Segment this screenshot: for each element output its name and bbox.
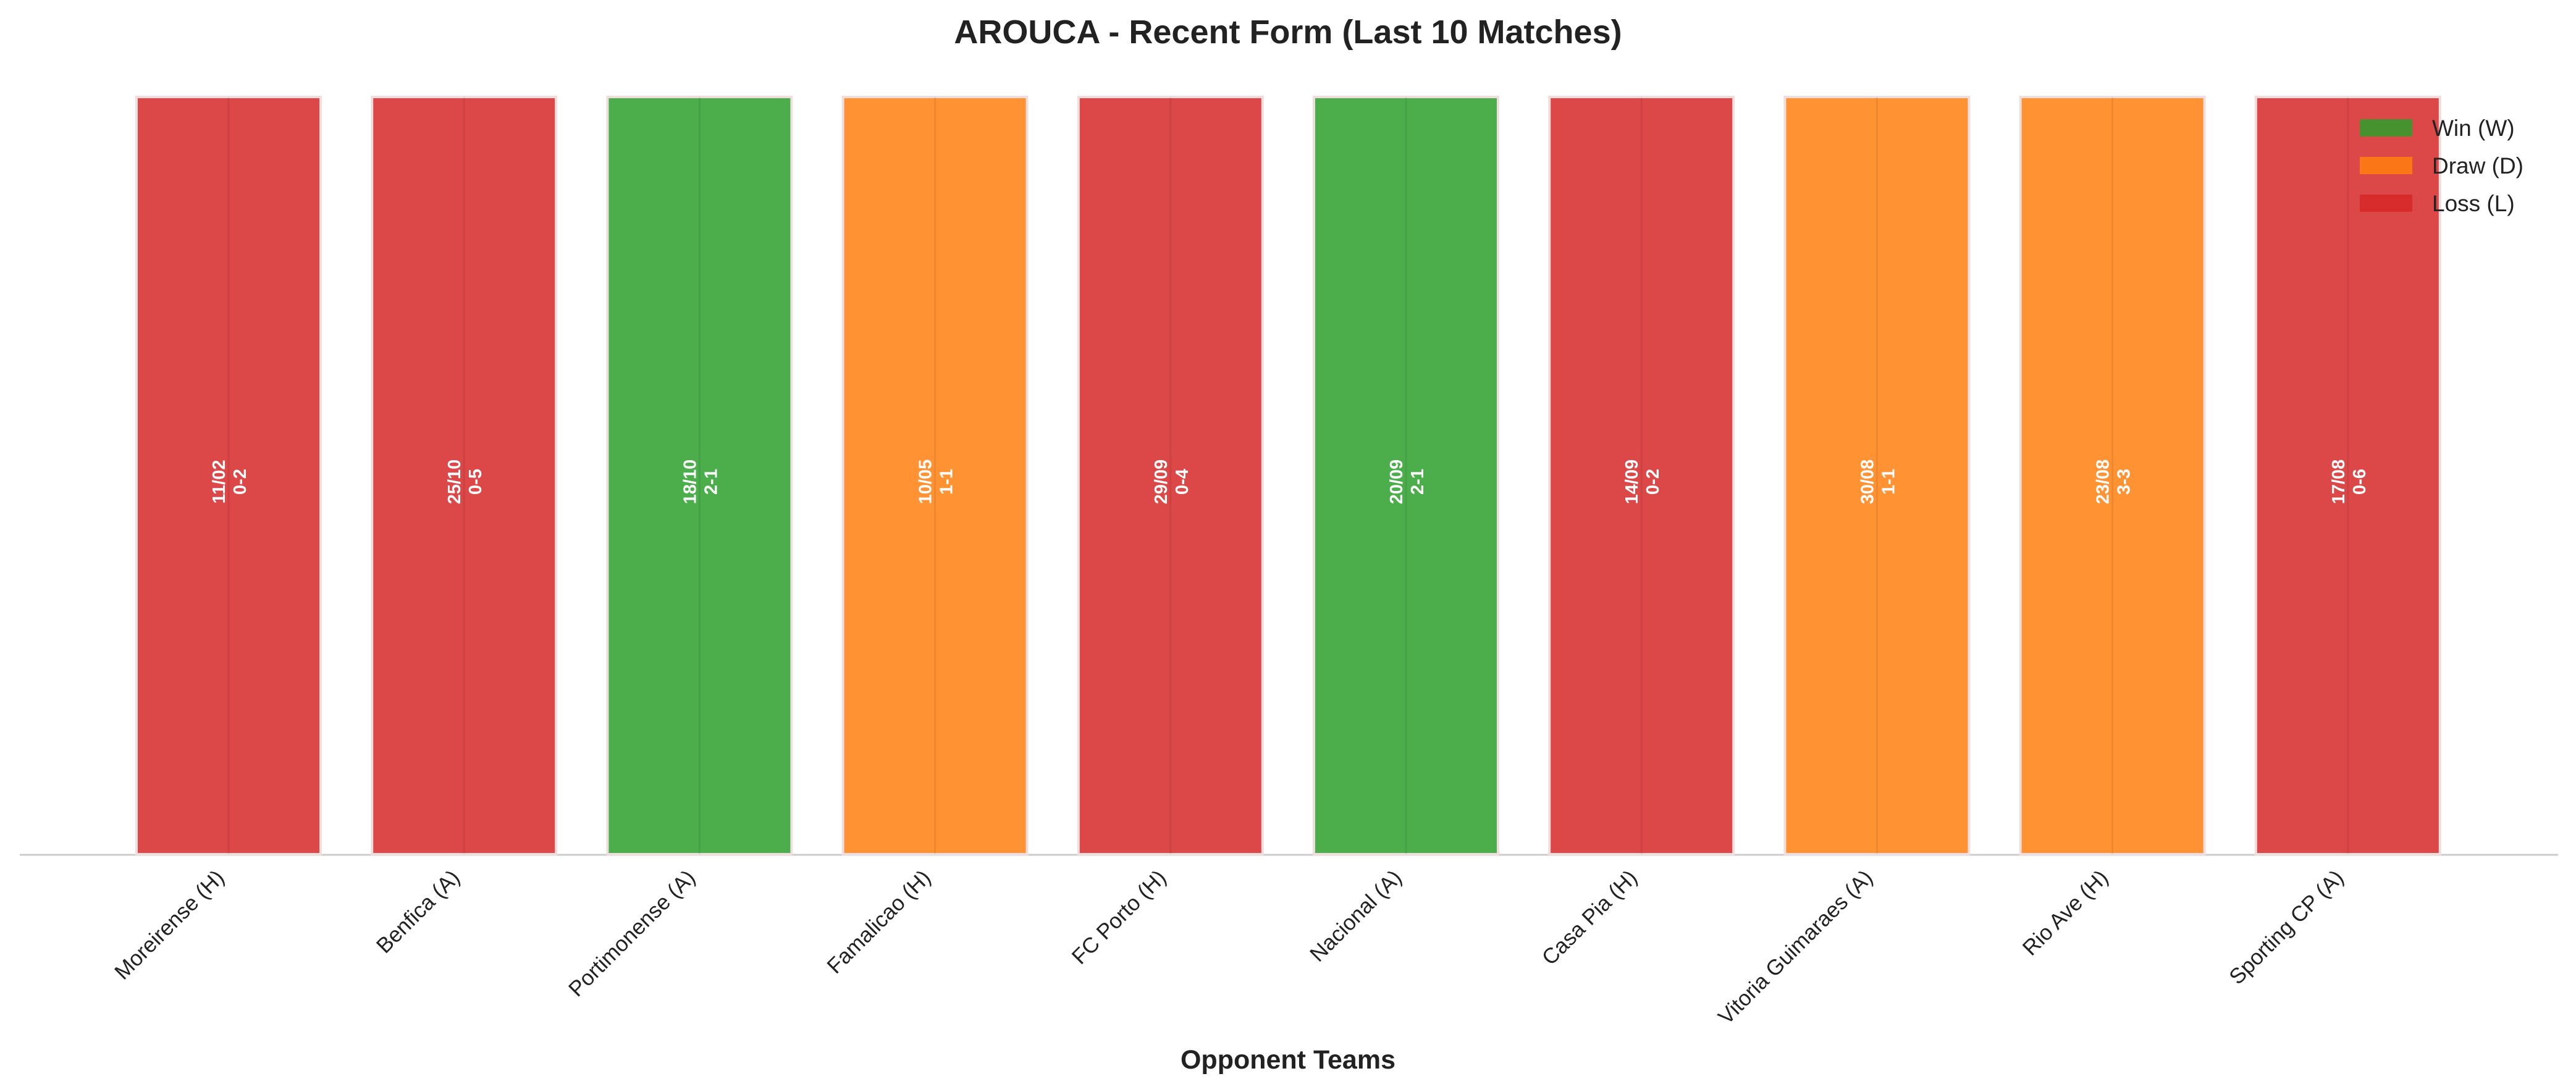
legend-swatch bbox=[2360, 195, 2412, 212]
bar bbox=[1548, 96, 1735, 855]
bar bbox=[1783, 96, 1971, 855]
x-tick-label: Benfica (A) bbox=[372, 865, 465, 958]
bar bbox=[135, 96, 322, 855]
bar bbox=[2254, 96, 2441, 855]
x-tick-label: Portimonense (A) bbox=[564, 865, 700, 1001]
x-tick-label: FC Porto (H) bbox=[1067, 865, 1171, 969]
data-label-date: 18/10 bbox=[680, 460, 700, 505]
data-label-score: 0-5 bbox=[466, 469, 486, 495]
x-tick-label: Vitoria Guimaraes (A) bbox=[1714, 865, 1877, 1029]
x-tick-label: Moreirense (H) bbox=[110, 865, 229, 985]
bar bbox=[606, 96, 793, 855]
data-label-score: 0-6 bbox=[2350, 469, 2370, 495]
data-label-date: 25/10 bbox=[445, 460, 465, 505]
data-label-date: 17/08 bbox=[2329, 460, 2349, 505]
data-label-date: 23/08 bbox=[2094, 460, 2113, 505]
data-label-score: 0-2 bbox=[1643, 469, 1663, 495]
x-axis-label: Opponent Teams bbox=[1181, 1045, 1395, 1075]
data-label-date: 14/09 bbox=[1622, 460, 1642, 505]
bar bbox=[841, 96, 1029, 855]
bar bbox=[1077, 96, 1264, 855]
chart-title: AROUCA - Recent Form (Last 10 Matches) bbox=[954, 14, 1622, 51]
data-label-score: 0-2 bbox=[230, 469, 250, 495]
data-label-score: 3-3 bbox=[2115, 469, 2134, 495]
x-tick-label: Sporting CP (A) bbox=[2225, 865, 2348, 989]
data-label-score: 2-1 bbox=[1408, 469, 1428, 495]
legend-label: Loss (L) bbox=[2432, 191, 2515, 216]
data-label-score: 1-1 bbox=[1879, 469, 1898, 495]
legend-label: Draw (D) bbox=[2432, 153, 2523, 178]
data-label-date: 11/02 bbox=[209, 460, 229, 504]
x-tick-label: Casa Pia (H) bbox=[1538, 865, 1642, 970]
x-tick-label: Nacional (A) bbox=[1305, 865, 1407, 967]
data-label-score: 0-4 bbox=[1172, 469, 1192, 495]
data-label-date: 20/09 bbox=[1387, 460, 1407, 505]
data-label-score: 1-1 bbox=[937, 469, 957, 495]
bar bbox=[371, 96, 558, 855]
legend-swatch bbox=[2360, 157, 2412, 174]
legend-swatch bbox=[2360, 119, 2412, 136]
legend-label: Win (W) bbox=[2432, 116, 2515, 141]
data-label-score: 2-1 bbox=[701, 469, 721, 495]
x-tick-label: Famalicao (H) bbox=[822, 865, 935, 978]
data-label-date: 10/05 bbox=[916, 460, 936, 505]
bar bbox=[1313, 96, 1499, 855]
bar bbox=[2019, 96, 2206, 855]
x-tick-label: Rio Ave (H) bbox=[2018, 865, 2113, 960]
data-label-date: 30/08 bbox=[1858, 460, 1877, 505]
data-label-date: 29/09 bbox=[1151, 460, 1171, 505]
